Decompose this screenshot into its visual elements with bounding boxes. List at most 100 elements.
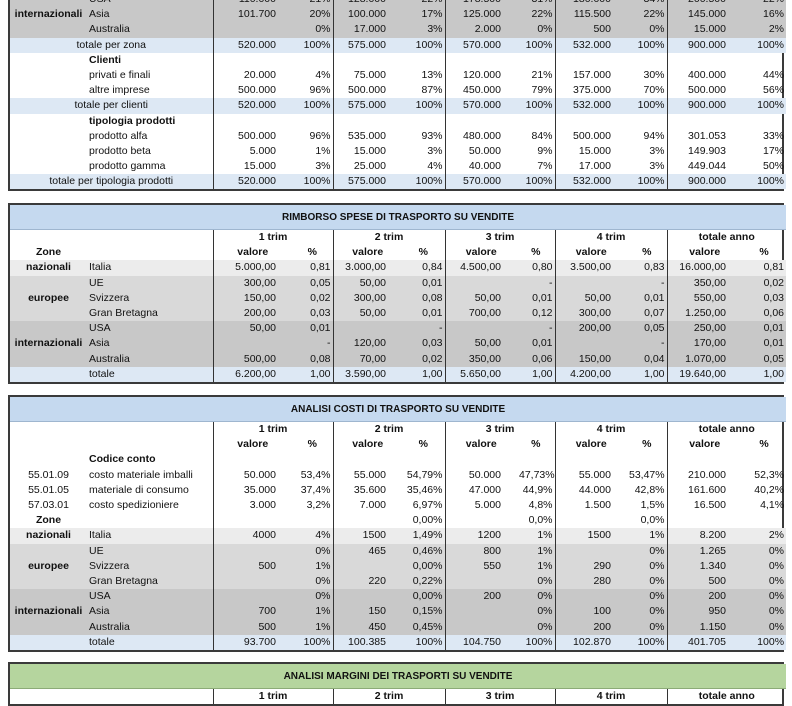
value-cell[interactable]: 500.000 <box>554 128 627 144</box>
value-cell[interactable]: 4000 <box>212 528 292 544</box>
percent-cell[interactable] <box>292 114 333 129</box>
percent-cell[interactable] <box>292 513 333 528</box>
value-cell[interactable]: 280 <box>554 573 627 590</box>
value-cell[interactable]: 550 <box>444 558 517 574</box>
percent-cell[interactable]: 44,9% <box>522 483 553 496</box>
row-label[interactable]: tipologia prodotti <box>89 114 176 127</box>
value-cell[interactable] <box>332 113 402 129</box>
value-cell[interactable] <box>444 513 517 529</box>
percent-cell[interactable]: 100% <box>402 37 445 53</box>
value-cell[interactable]: 900.000 <box>666 37 742 53</box>
value-cell[interactable]: 93.700 <box>212 634 292 650</box>
value-cell[interactable]: 50.000 <box>212 467 292 483</box>
percent-cell[interactable] <box>517 53 555 68</box>
value-cell[interactable]: 7.000 <box>332 497 402 514</box>
percent-cell[interactable]: 22% <box>517 7 555 23</box>
percent-cell[interactable]: 0,08 <box>292 351 333 367</box>
value-cell[interactable] <box>554 52 627 68</box>
value-cell[interactable]: 1.150 <box>666 619 742 635</box>
percent-cell[interactable]: 54,79% <box>406 468 443 481</box>
row-label[interactable]: prodotto alfa <box>89 129 148 142</box>
percent-cell[interactable]: 0,81 <box>292 260 333 276</box>
value-cell[interactable]: 3.000,00 <box>332 260 402 276</box>
percent-cell[interactable]: 6,97% <box>412 499 443 512</box>
percent-cell[interactable]: 100% <box>627 98 667 114</box>
percent-cell[interactable] <box>627 53 667 68</box>
row-code[interactable] <box>10 366 87 382</box>
value-cell[interactable]: 16.000,00 <box>666 260 742 276</box>
row-code[interactable] <box>10 452 87 467</box>
percent-cell[interactable] <box>627 114 667 129</box>
value-cell[interactable]: 170,00 <box>666 336 742 352</box>
value-cell[interactable]: 5.000 <box>212 143 292 160</box>
percent-cell[interactable]: 0,01 <box>402 305 445 322</box>
row-code[interactable] <box>10 634 87 650</box>
percent-cell[interactable]: 16% <box>742 7 786 23</box>
percent-cell[interactable]: 0,08 <box>402 290 445 306</box>
value-cell[interactable] <box>444 573 517 590</box>
percent-cell[interactable]: 0,01 <box>292 321 333 337</box>
percent-cell[interactable]: 0% <box>292 573 333 590</box>
percent-cell[interactable]: 100% <box>627 634 667 650</box>
percent-cell[interactable]: 0,01 <box>517 336 555 352</box>
value-cell[interactable]: 570.000 <box>444 98 517 114</box>
row-label[interactable]: Italia <box>87 260 213 276</box>
value-cell[interactable]: 570.000 <box>444 37 517 53</box>
value-cell[interactable]: 700 <box>212 604 292 620</box>
value-cell[interactable]: 1.500 <box>554 497 627 514</box>
row-code[interactable] <box>10 53 87 68</box>
row-label[interactable]: Australia <box>87 619 213 635</box>
percent-cell[interactable]: 0% <box>742 619 787 635</box>
row-label[interactable] <box>87 513 213 528</box>
percent-cell[interactable]: 50% <box>762 160 784 173</box>
percent-cell[interactable]: 100% <box>292 37 333 53</box>
value-cell[interactable]: 450.000 <box>444 83 517 99</box>
value-cell[interactable]: 575.000 <box>332 174 402 190</box>
total-label[interactable]: totale per clienti <box>10 98 213 114</box>
percent-cell[interactable]: 100% <box>517 634 555 650</box>
value-cell[interactable] <box>212 22 292 38</box>
percent-cell[interactable]: 17% <box>402 7 445 23</box>
percent-cell[interactable]: 79% <box>531 84 553 97</box>
value-cell[interactable] <box>212 513 292 529</box>
value-cell[interactable]: 110.000 <box>212 0 292 8</box>
row-label[interactable]: USA <box>87 589 213 605</box>
percent-cell[interactable]: 0,01 <box>742 336 787 352</box>
percent-cell[interactable]: 0,00% <box>412 514 443 527</box>
percent-cell[interactable]: 0% <box>517 619 555 635</box>
percent-cell[interactable]: 56% <box>762 84 784 97</box>
header-blank[interactable] <box>87 437 213 452</box>
header-blank[interactable] <box>10 422 213 438</box>
percent-cell[interactable]: 3% <box>402 22 445 38</box>
percent-cell[interactable]: 3% <box>427 144 443 157</box>
value-cell[interactable]: 150 <box>332 604 402 620</box>
value-cell[interactable]: 44.000 <box>554 482 627 498</box>
value-cell[interactable]: 500 <box>212 558 292 574</box>
value-cell[interactable]: 1200 <box>444 528 517 544</box>
percent-cell[interactable]: 100% <box>517 98 555 114</box>
value-cell[interactable] <box>666 452 742 468</box>
percent-cell[interactable]: 0,22% <box>402 573 445 590</box>
header-blank[interactable] <box>10 230 213 246</box>
value-cell[interactable] <box>444 604 517 620</box>
value-cell[interactable]: 50.000 <box>444 143 517 160</box>
value-cell[interactable]: 100.385 <box>332 634 402 650</box>
value-cell[interactable]: 19.640,00 <box>666 366 742 382</box>
row-label[interactable]: prodotto beta <box>89 144 151 157</box>
percent-cell[interactable]: 100% <box>627 37 667 53</box>
percent-cell[interactable]: 33% <box>762 129 784 142</box>
value-cell[interactable]: 500,00 <box>212 351 292 367</box>
percent-cell[interactable]: 1% <box>517 558 555 574</box>
percent-cell[interactable] <box>402 114 445 129</box>
percent-cell[interactable]: 1% <box>315 144 331 157</box>
percent-cell[interactable]: 0,12 <box>517 305 555 322</box>
percent-cell[interactable]: 100% <box>402 174 445 190</box>
row-label[interactable]: UE <box>87 543 213 559</box>
percent-cell[interactable]: 0,00% <box>402 589 445 605</box>
value-cell[interactable]: 5.000 <box>444 497 517 514</box>
percent-cell[interactable]: 0% <box>742 543 787 559</box>
value-cell[interactable]: 1.340 <box>666 558 742 574</box>
row-code[interactable] <box>10 129 87 144</box>
value-cell[interactable]: 532.000 <box>554 37 627 53</box>
percent-cell[interactable]: 1,49% <box>402 528 445 544</box>
